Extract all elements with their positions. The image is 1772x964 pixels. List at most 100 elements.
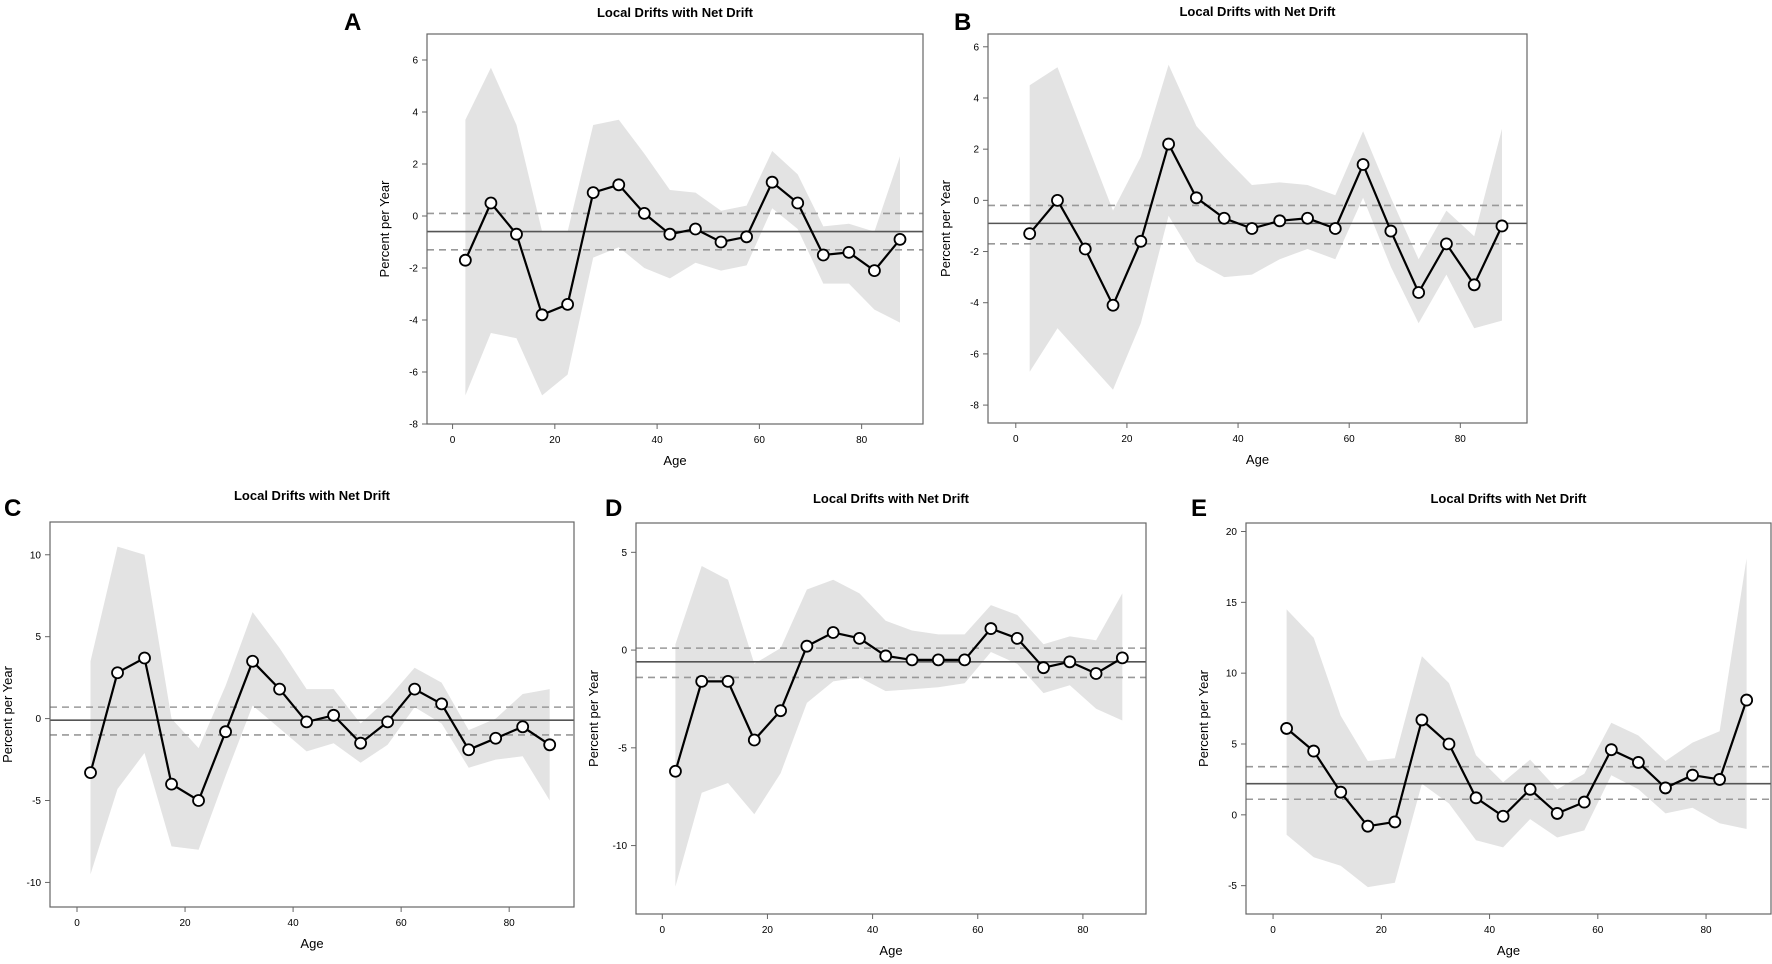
data-point (1495, 219, 1509, 233)
y-tick-label: 4 (973, 93, 979, 104)
y-tick-label: 0 (35, 714, 41, 725)
plot-frame (49, 521, 575, 908)
data-point (1659, 781, 1672, 795)
y-tick-label: -6 (409, 368, 418, 379)
data-point (612, 178, 626, 192)
data-point (381, 715, 395, 729)
data-point (721, 674, 735, 688)
x-tick-label: 20 (762, 925, 774, 936)
y-tick-label: -10 (27, 878, 42, 889)
y-tick-label: -10 (613, 841, 628, 852)
y-tick-label: 0 (1231, 810, 1237, 821)
data-point (1134, 234, 1148, 248)
chart-title: Local Drifts with Net Drift (813, 491, 970, 506)
data-point (535, 308, 549, 322)
x-tick-label: 60 (972, 925, 984, 936)
y-tick-label: -4 (970, 298, 979, 309)
y-axis-label: Percent per Year (377, 180, 392, 278)
x-tick-label: 20 (1121, 434, 1133, 445)
x-tick-label: 0 (660, 925, 666, 936)
data-point (1356, 158, 1370, 171)
data-point (1467, 278, 1481, 292)
data-point (561, 297, 575, 311)
x-axis-label: Age (1246, 452, 1269, 467)
data-point (958, 653, 972, 667)
x-tick-label: 80 (856, 435, 868, 446)
data-point (1740, 693, 1754, 707)
data-point (1328, 222, 1342, 235)
data-point (273, 682, 286, 696)
y-tick-label: -2 (970, 247, 979, 258)
x-tick-label: 20 (549, 435, 561, 446)
y-tick-label: -6 (970, 349, 979, 360)
data-point (435, 697, 449, 711)
x-tick-label: 20 (1376, 925, 1388, 936)
data-point (1106, 298, 1120, 312)
panel-a: A Local Drifts with Net Drift -8 -6 -4 -2 0 2 4 6… (344, 5, 924, 468)
data-point (1189, 191, 1203, 205)
x-tick-label: 80 (504, 918, 516, 929)
data-point (1051, 193, 1064, 207)
data-point (931, 653, 945, 667)
data-point (219, 725, 232, 739)
plot-frame (635, 522, 1147, 915)
data-point (1550, 807, 1564, 820)
data-point (586, 186, 600, 200)
data-point (1063, 655, 1077, 669)
y-tick-label: -8 (970, 401, 979, 412)
confidence-band (1029, 64, 1502, 390)
data-point (714, 235, 728, 249)
panel-letter: A (344, 9, 361, 36)
data-point (1577, 795, 1591, 809)
plot-frame (987, 33, 1528, 424)
x-tick-label: 0 (74, 918, 80, 929)
data-point (408, 682, 422, 696)
data-point (1334, 785, 1348, 799)
data-point (192, 794, 205, 807)
y-tick-label: -5 (32, 796, 41, 807)
chart-title: Local Drifts with Net Drift (597, 5, 754, 20)
data-point (984, 622, 998, 635)
x-tick-label: 80 (1077, 925, 1089, 936)
panel-letter: E (1191, 495, 1207, 522)
data-point (1301, 211, 1314, 225)
data-point (354, 736, 368, 750)
x-tick-label: 80 (1455, 434, 1467, 445)
data-point (842, 245, 856, 259)
x-tick-label: 40 (1232, 434, 1244, 445)
data-point (1442, 737, 1456, 751)
data-point (489, 731, 503, 745)
data-point (774, 704, 787, 718)
x-tick-label: 0 (1270, 925, 1276, 936)
data-point (458, 253, 472, 267)
data-point (1713, 773, 1726, 786)
y-tick-label: 0 (621, 646, 627, 657)
x-tick-label: 40 (867, 925, 879, 936)
confidence-band (675, 566, 1123, 887)
plot-frame (1245, 522, 1772, 915)
y-tick-label: 4 (412, 108, 418, 119)
data-point (510, 227, 523, 241)
data-point (747, 733, 761, 747)
confidence-band (1286, 558, 1747, 888)
data-point (791, 196, 805, 210)
x-axis-label: Age (300, 936, 323, 951)
data-point (1604, 743, 1618, 757)
data-point (905, 653, 919, 667)
y-tick-label: 20 (1226, 527, 1238, 538)
data-point (165, 777, 178, 791)
x-tick-label: 80 (1700, 925, 1712, 936)
y-tick-label: -2 (409, 264, 418, 275)
panel-letter: C (4, 495, 21, 522)
data-point (1384, 224, 1398, 238)
y-tick-label: 6 (973, 42, 979, 53)
data-point (484, 196, 498, 210)
y-tick-label: 5 (35, 632, 41, 643)
panel-letter: B (954, 9, 971, 36)
x-tick-label: 60 (1592, 925, 1604, 936)
data-point (1162, 137, 1175, 151)
data-point (1361, 819, 1375, 833)
y-axis-label: Percent per Year (586, 669, 601, 767)
x-tick-label: 40 (288, 918, 300, 929)
y-tick-label: 15 (1226, 598, 1238, 609)
